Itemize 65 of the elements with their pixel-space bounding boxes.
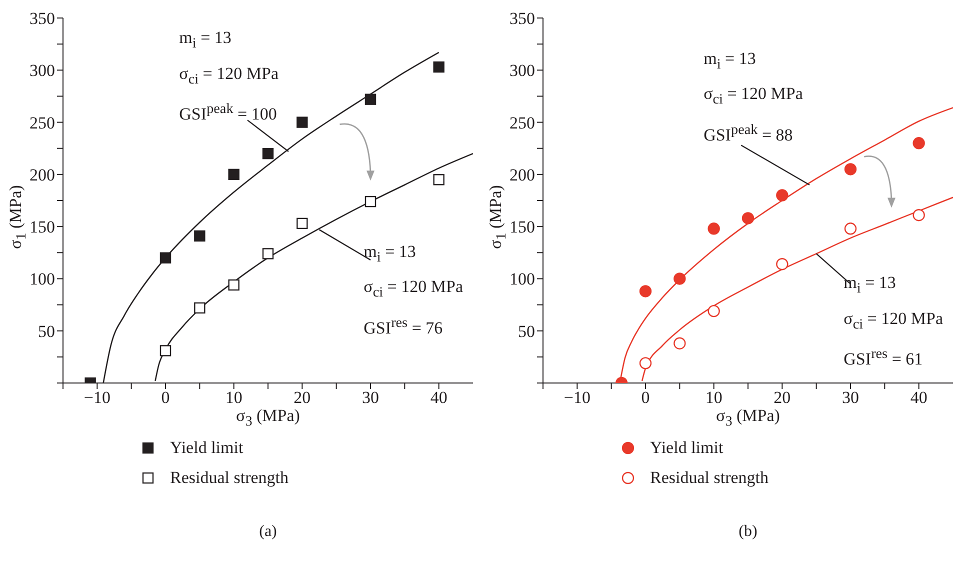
- point: [160, 345, 172, 356]
- y-tick-label: 50: [518, 322, 535, 341]
- y-tick-label: 150: [510, 218, 535, 237]
- point: [776, 258, 788, 270]
- y-tick-label: 100: [510, 270, 535, 289]
- text: m$_{i}$ = 13 σ$_{ci}$ = 120 MPa GSI$^{peak}$ = 100: [179, 28, 278, 124]
- legend-label: Yield limit: [170, 438, 244, 458]
- point: [639, 357, 652, 370]
- point: [912, 137, 925, 150]
- y-tick-label: 350: [30, 9, 55, 28]
- point: [160, 252, 172, 264]
- point: [228, 279, 240, 291]
- text: m$_{i}$ = 13 σ$_{ci}$ = 120 MPa GSI$^{peak}$ = 88: [704, 49, 803, 144]
- point: [844, 163, 857, 176]
- text: m$_{i}$ = 13 σ$_{ci}$ = 120 MPa GSI$^{res}$ = 76: [364, 242, 463, 338]
- point: [776, 189, 788, 202]
- point: [674, 272, 686, 285]
- point: [364, 196, 376, 208]
- x-axis-title: σ$_{3}$ (MPa): [235, 406, 301, 430]
- text: (a): [258, 523, 278, 541]
- x-tick-label: 0: [641, 388, 650, 408]
- y-tick-label: 250: [30, 113, 55, 132]
- y-tick-label: 100: [30, 270, 55, 289]
- x-tick-label: 20: [294, 388, 311, 408]
- x-tick-label: 10: [705, 388, 722, 408]
- point: [433, 174, 444, 186]
- x-tick-label: 40: [910, 388, 928, 408]
- y-tick-label: 200: [510, 165, 535, 184]
- point: [296, 218, 308, 230]
- y-tick-label: 50: [38, 322, 55, 341]
- point: [708, 222, 720, 235]
- point: [364, 94, 376, 105]
- point: [674, 337, 686, 350]
- point: [296, 116, 308, 128]
- point: [433, 61, 444, 73]
- x-tick-label: 30: [362, 388, 379, 408]
- y-tick-label: 300: [30, 61, 55, 80]
- x-tick-label: −10: [84, 388, 110, 408]
- point: [742, 212, 754, 224]
- point: [912, 209, 925, 222]
- x-tick-label: 0: [161, 388, 170, 408]
- y-tick-label: 350: [510, 9, 535, 28]
- point: [639, 285, 652, 298]
- x-tick-label: 10: [225, 388, 242, 408]
- legend-label: Residual strength: [650, 468, 769, 488]
- y-tick-label: 200: [30, 165, 55, 184]
- text: (b): [738, 523, 758, 541]
- legend-label: Residual strength: [170, 468, 289, 488]
- x-tick-label: −10: [564, 388, 590, 408]
- y-tick-label: 250: [510, 113, 535, 132]
- point: [228, 168, 240, 180]
- point: [194, 302, 206, 314]
- point: [844, 222, 857, 235]
- legend-label: Yield limit: [650, 438, 724, 458]
- point: [708, 304, 720, 318]
- x-tick-label: 30: [842, 388, 859, 408]
- y-tick-label: 300: [510, 61, 535, 80]
- point: [194, 230, 206, 242]
- text: m$_{i}$ = 13 σ$_{ci}$ = 120 MPa GSI$^{res}$ = 61: [844, 273, 943, 369]
- x-tick-label: 20: [774, 388, 791, 408]
- x-tick-label: 40: [430, 388, 448, 408]
- x-axis-title: σ$_{3}$ (MPa): [715, 406, 781, 430]
- y-tick-label: 150: [30, 218, 55, 237]
- point: [262, 148, 274, 160]
- point: [262, 248, 274, 260]
